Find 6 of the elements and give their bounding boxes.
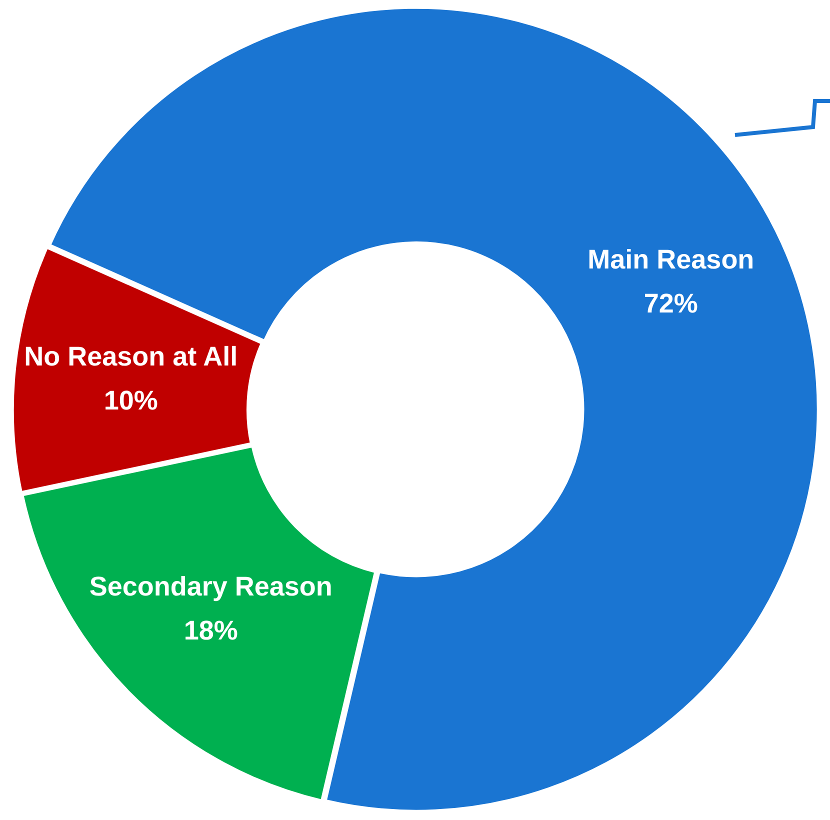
slice-label: Main Reason bbox=[588, 244, 754, 274]
slice-label: Secondary Reason bbox=[89, 571, 332, 602]
slice-label: No Reason at All bbox=[24, 342, 238, 372]
data-label: 18% bbox=[184, 615, 238, 646]
data-label: 72% bbox=[644, 288, 698, 318]
data-label: 10% bbox=[104, 386, 158, 416]
